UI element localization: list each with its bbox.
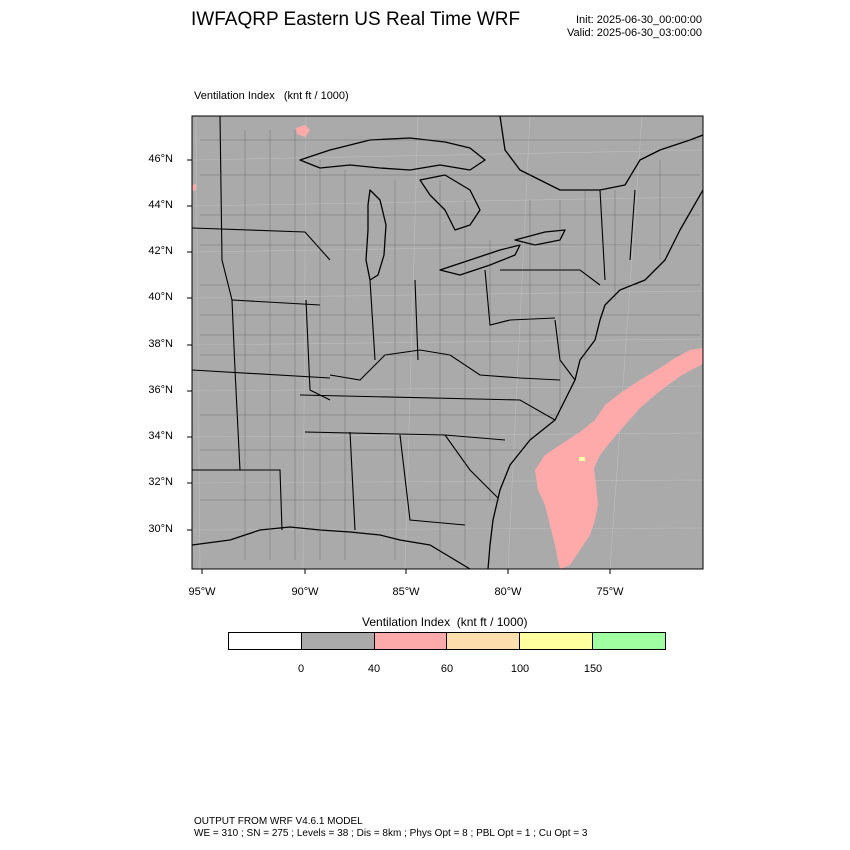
coastlines <box>192 116 703 569</box>
lon-label: 75°W <box>596 586 624 598</box>
lat-label: 32°N <box>148 476 173 488</box>
page-title: IWFAQRP Eastern US Real Time WRF <box>191 9 521 30</box>
legend-swatch <box>374 633 448 649</box>
lon-label: 95°W <box>188 586 216 598</box>
legend-swatch <box>301 633 375 649</box>
model-config-line: WE = 310 ; SN = 275 ; Levels = 38 ; Dis … <box>194 828 588 839</box>
legend-title: Ventilation Index (knt ft / 1000) <box>362 615 528 629</box>
legend-swatch <box>447 633 521 649</box>
lat-label: 40°N <box>148 291 173 303</box>
legend-tick: 100 <box>510 663 530 675</box>
lat-label: 46°N <box>148 153 173 165</box>
legend-tick: 40 <box>367 663 381 675</box>
model-info-line: OUTPUT FROM WRF V4.6.1 MODEL <box>194 816 363 827</box>
lat-label: 44°N <box>148 199 173 211</box>
init-time: Init: 2025-06-30_00:00:00 <box>576 14 702 26</box>
lat-label: 42°N <box>148 245 173 257</box>
axis-ticks <box>187 159 611 574</box>
lon-label: 85°W <box>392 586 420 598</box>
lon-label: 80°W <box>494 586 522 598</box>
legend-tick: 150 <box>583 663 603 675</box>
ventilation-highlight <box>192 125 703 569</box>
legend-swatch <box>229 633 302 649</box>
legend-swatch <box>520 633 594 649</box>
lat-label: 34°N <box>148 430 173 442</box>
legend-swatch <box>593 633 665 649</box>
valid-time: Valid: 2025-06-30_03:00:00 <box>567 27 702 39</box>
yellow-spot <box>579 457 585 461</box>
lat-label: 30°N <box>148 523 173 535</box>
legend-tick: 0 <box>297 663 305 675</box>
county-borders <box>200 130 700 560</box>
lat-label: 38°N <box>148 338 173 350</box>
state-borders <box>192 116 636 531</box>
lon-label: 90°W <box>291 586 319 598</box>
lat-label: 36°N <box>148 384 173 396</box>
map-frame <box>191 115 704 570</box>
legend-tick: 60 <box>440 663 454 675</box>
panel-title: Ventilation Index (knt ft / 1000) <box>194 90 349 102</box>
map-background <box>192 116 703 569</box>
color-legend <box>228 632 666 650</box>
